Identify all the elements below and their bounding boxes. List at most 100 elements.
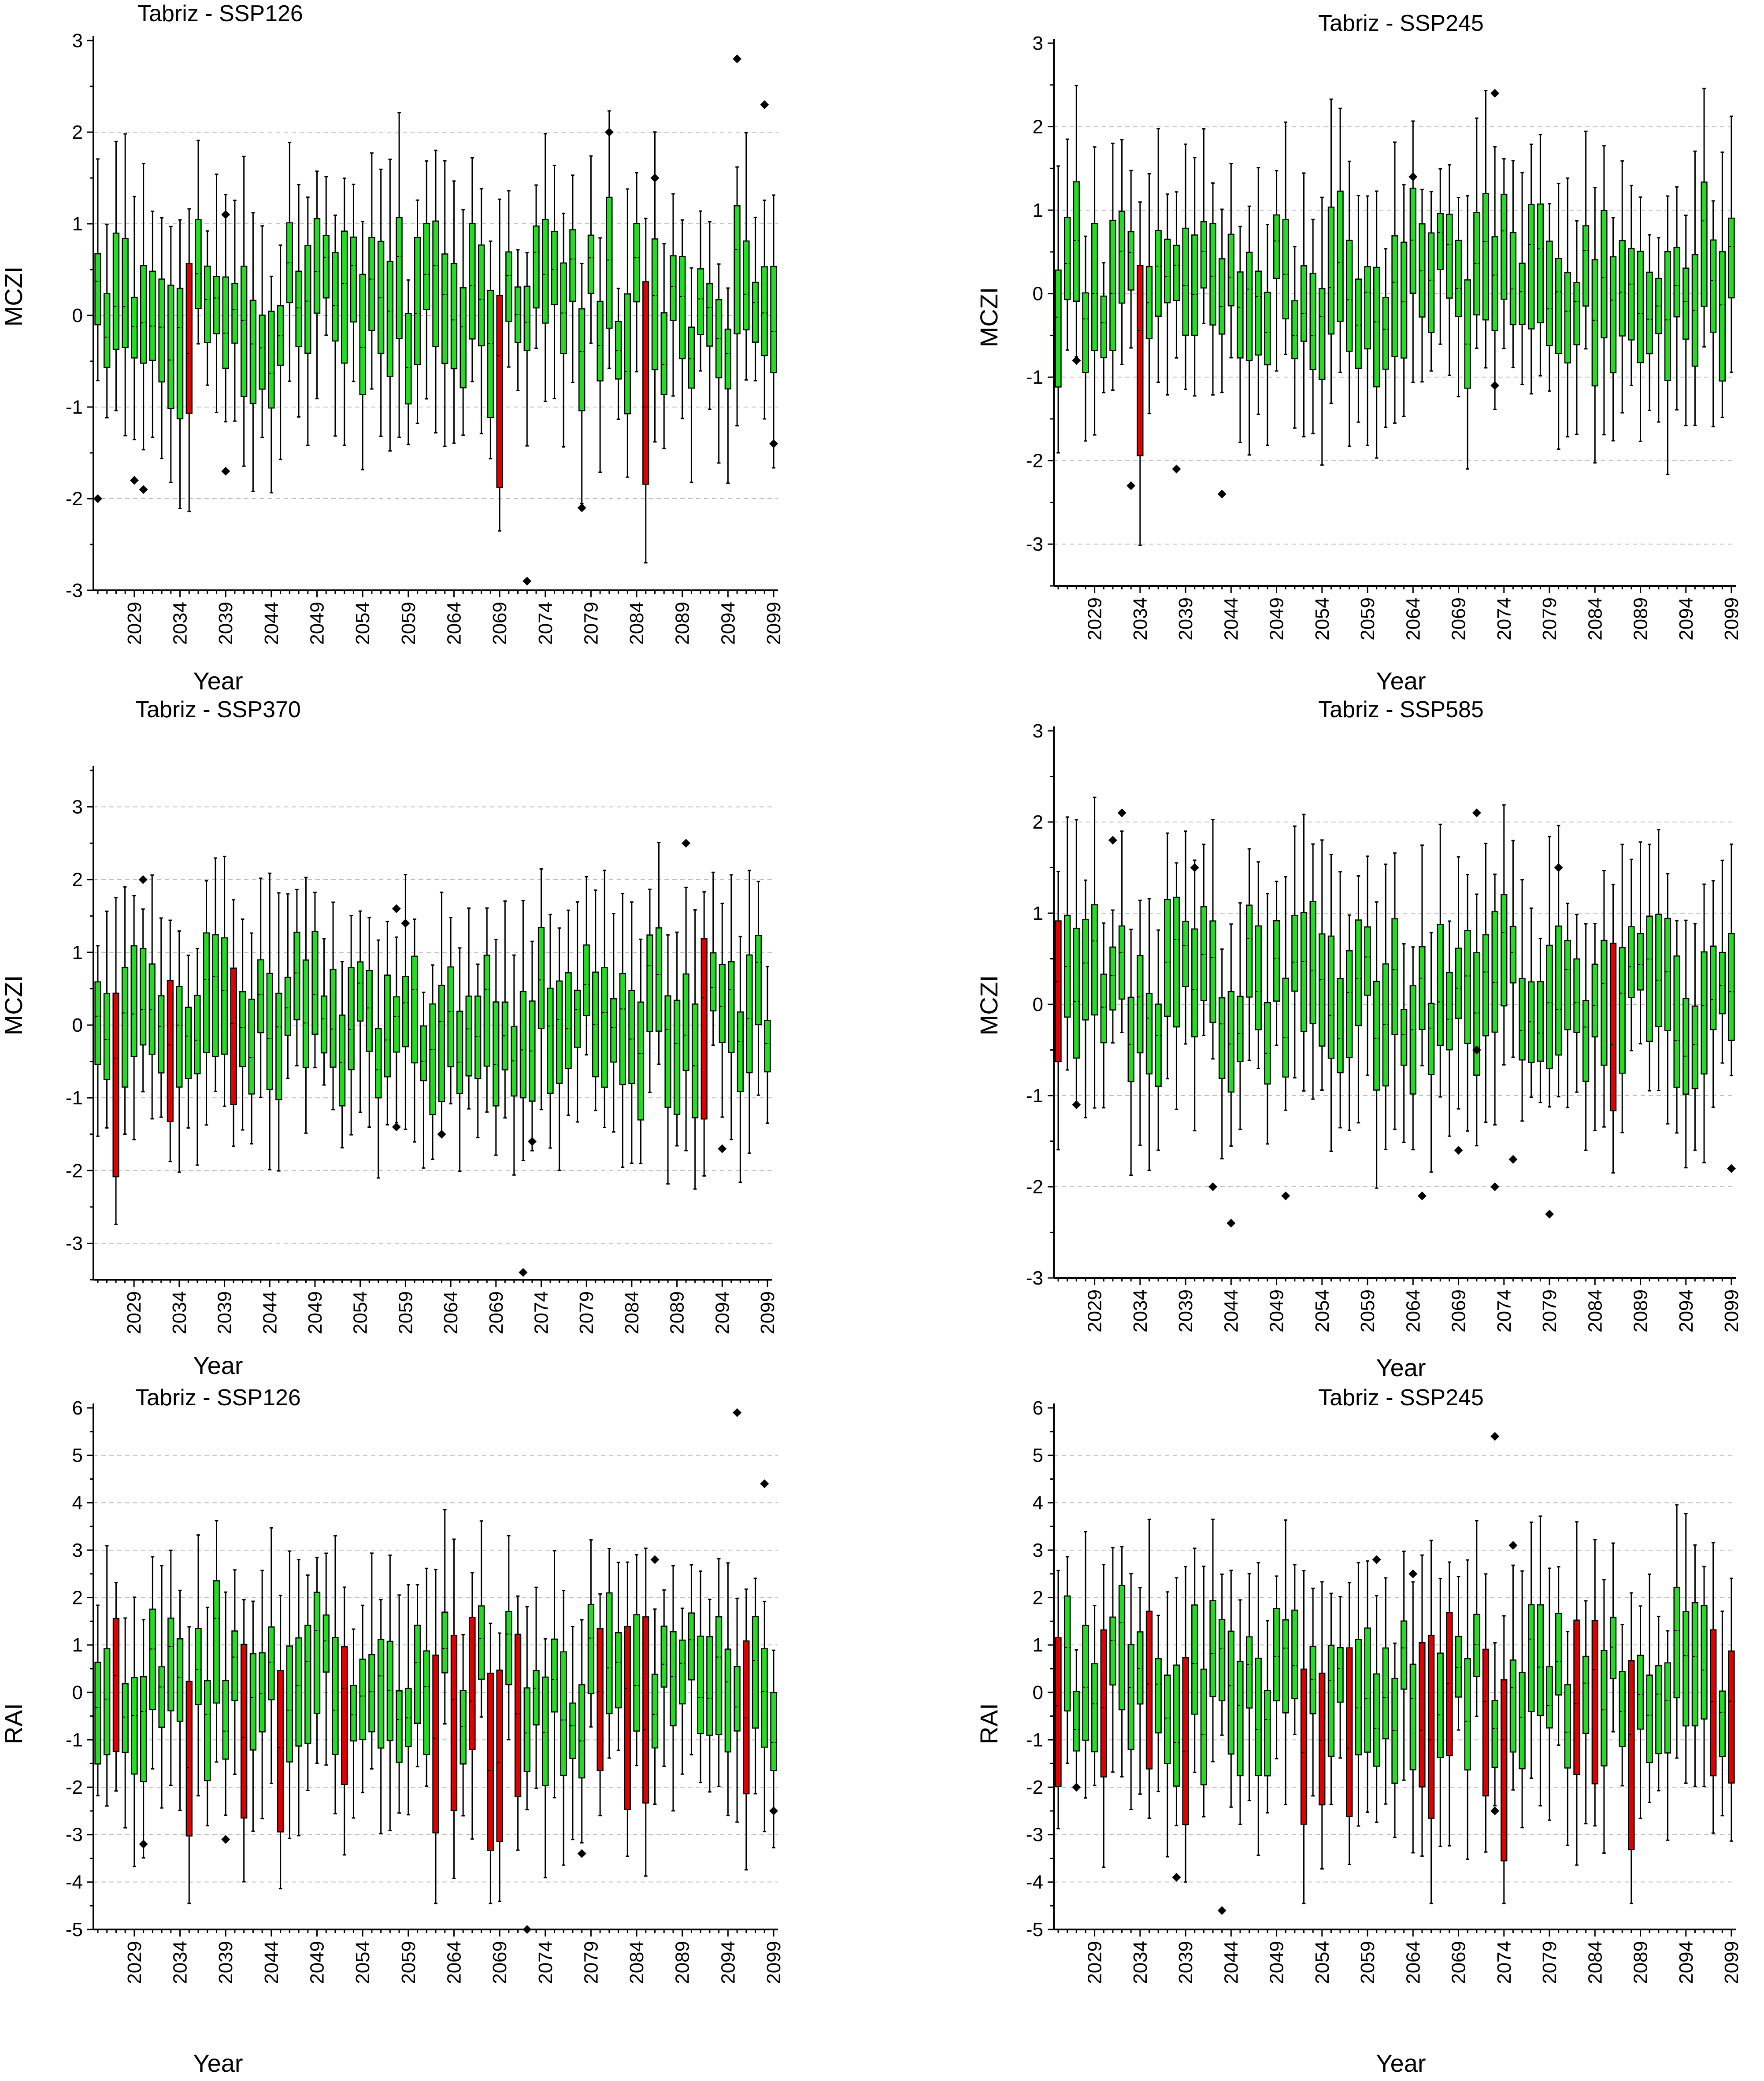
box-wet — [505, 1611, 512, 1685]
box-wet — [432, 220, 439, 348]
box-wet — [268, 311, 275, 409]
x-tick-label: 2039 — [1175, 597, 1197, 641]
box-wet — [1501, 894, 1508, 1007]
x-axis-label: Year — [193, 1352, 243, 1379]
box-wet — [1245, 252, 1253, 361]
box-wet — [719, 964, 726, 1043]
y-tick-label: 5 — [72, 1445, 83, 1466]
box-wet — [1109, 1616, 1116, 1686]
box-wet — [597, 300, 604, 381]
box-wet — [1555, 925, 1562, 1056]
box-wet — [1537, 981, 1544, 1062]
outlier-point — [733, 1408, 742, 1417]
box-wet — [1182, 227, 1189, 336]
box-wet — [688, 326, 695, 389]
x-tick-label: 2084 — [1584, 1941, 1606, 1984]
box-wet — [1582, 225, 1590, 307]
box-wet — [673, 1000, 681, 1115]
x-axis-label: Year — [1376, 1354, 1426, 1381]
box-wet — [1619, 1671, 1626, 1747]
box-wet — [231, 1630, 238, 1701]
box-wet — [688, 1612, 695, 1681]
box-wet — [1673, 1586, 1680, 1699]
box-wet — [1546, 1666, 1553, 1729]
box-wet — [637, 1001, 645, 1121]
x-tick-label: 2094 — [717, 1941, 739, 1984]
x-tick-label: 2074 — [535, 602, 556, 645]
box-wet — [259, 1652, 266, 1733]
box-wet — [1309, 1645, 1316, 1714]
x-tick-label: 2044 — [1220, 1289, 1242, 1333]
box-wet — [1482, 193, 1490, 321]
x-tick-label: 2059 — [398, 1941, 419, 1984]
box-wet — [1509, 926, 1517, 984]
outlier-point — [577, 503, 586, 512]
box-wet — [384, 974, 391, 1078]
outlier-point — [130, 476, 139, 485]
box-dry — [341, 1646, 348, 1785]
box-wet — [441, 1611, 448, 1674]
x-tick-label: 2089 — [1630, 1941, 1652, 1984]
x-tick-label: 2089 — [667, 1291, 688, 1334]
outlier-point — [1108, 836, 1117, 845]
box-dry — [1427, 1635, 1435, 1819]
box-wet — [1427, 1003, 1435, 1075]
box-wet — [158, 995, 165, 1074]
outlier-point — [1554, 863, 1563, 872]
box-wet — [1482, 934, 1490, 1037]
box-dry — [1319, 1672, 1326, 1806]
box-wet — [158, 278, 165, 383]
box-wet — [1391, 235, 1398, 357]
box-wet — [1446, 214, 1453, 299]
box-wet — [615, 321, 622, 380]
x-tick-label: 2049 — [307, 602, 328, 645]
box-dry — [450, 1634, 458, 1811]
box-wet — [284, 977, 291, 1036]
x-tick-label: 2064 — [1402, 597, 1424, 641]
outlier-point — [1190, 863, 1199, 872]
y-tick-label: -2 — [66, 1160, 83, 1181]
box-wet — [1237, 996, 1244, 1062]
x-tick-label: 2074 — [1493, 1289, 1515, 1333]
chart-svg: Tabriz - SSP126 Year MCZI -3 -2 -1 0 1 2 3 2029… — [0, 1, 785, 693]
x-tick-label: 2059 — [1357, 597, 1379, 641]
box-wet — [368, 1654, 375, 1733]
box-dry — [1573, 1619, 1580, 1775]
outlier-point — [1072, 356, 1081, 365]
box-wet — [313, 1592, 321, 1714]
box-wet — [140, 1676, 147, 1782]
box-wet — [195, 1628, 202, 1705]
outlier-point — [221, 210, 230, 219]
x-tick-label: 2044 — [1220, 1941, 1242, 1984]
box-dry — [743, 1640, 750, 1795]
x-tick-label: 2084 — [626, 1941, 648, 1984]
outlier-point — [1208, 1182, 1218, 1191]
chart-title: Tabriz - SSP585 — [1318, 697, 1484, 722]
box-wet — [1582, 1000, 1590, 1082]
box-wet — [1564, 1684, 1571, 1769]
box-wet — [1646, 271, 1653, 355]
x-tick-label: 2099 — [1721, 1289, 1742, 1333]
box-wet — [1127, 231, 1134, 291]
outlier-point — [1490, 1806, 1500, 1815]
box-wet — [1728, 218, 1735, 299]
plot-area: -3 -2 -1 0 1 2 3 2029 2034 2039 2044 2049 2054 2059 20… — [1026, 33, 1742, 641]
box-wet — [1273, 920, 1280, 1002]
x-axis-label: Year — [1376, 667, 1426, 693]
y-tick-label: 0 — [72, 1015, 83, 1036]
box-wet — [1628, 926, 1635, 998]
box-wet — [222, 276, 229, 369]
box-wet — [1282, 978, 1289, 1078]
box-dry — [1145, 1611, 1153, 1770]
box-wet — [1400, 1620, 1408, 1690]
y-tick-label: 2 — [1033, 116, 1043, 138]
box-wet — [1437, 213, 1444, 270]
box-wet — [103, 993, 111, 1080]
box-wet — [1409, 985, 1416, 1095]
box-wet — [322, 1614, 330, 1673]
box-wet — [1182, 921, 1189, 987]
box-dry — [1728, 1650, 1735, 1784]
box-wet — [447, 966, 454, 1067]
x-tick-label: 2064 — [1402, 1941, 1424, 1984]
box-wet — [1191, 1604, 1198, 1715]
